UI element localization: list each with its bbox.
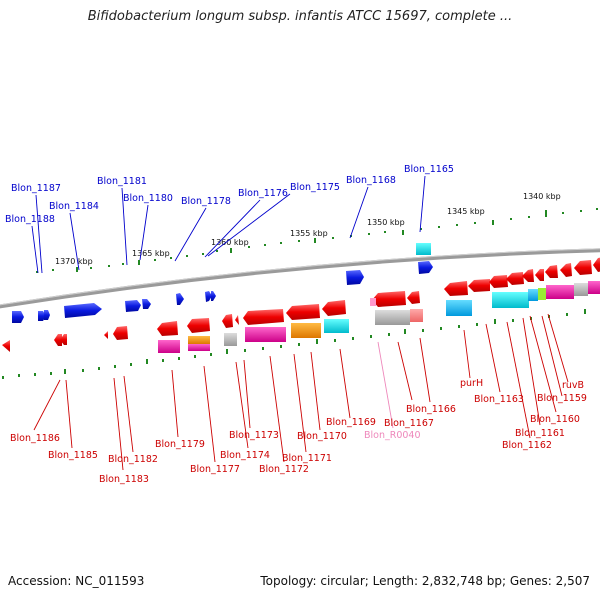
scale-label-1360: 1360 kbp [211,238,249,247]
gene-arrow[interactable] [593,257,600,272]
top-leader-lines [31,175,426,274]
gene-arrow[interactable] [222,314,233,328]
gene-arrow[interactable] [113,326,128,340]
rna-leader-line [377,341,394,429]
scale-label-1345: 1345 kbp [447,207,485,216]
gene-arrow[interactable] [104,331,108,339]
gene-label[interactable]: Blon_1162 [502,440,552,451]
gene-label[interactable]: Blon_1176 [238,188,288,199]
scale-label-1365: 1365 kbp [132,249,170,258]
gene-arrow[interactable] [12,311,24,323]
gene-label[interactable]: Blon_R0040 [364,430,421,441]
gene-arrow[interactable] [574,260,592,275]
gene-label[interactable]: Blon_1166 [406,404,456,415]
gene-label[interactable]: Blon_1169 [326,417,376,428]
gene-arrow[interactable] [44,310,50,320]
gene-arrow[interactable] [142,299,151,309]
gene-arrow[interactable] [560,263,572,277]
bottom-gene-labels: Blon_1186 Blon_1185 Blon_1183 Blon_1182 … [10,378,587,485]
gene-label[interactable]: Blon_1171 [282,453,332,464]
forward-strand-genes[interactable] [12,261,433,323]
gene-label[interactable]: Blon_1173 [229,430,279,441]
gene-arrow[interactable] [444,281,468,296]
gene-arrow[interactable] [243,309,284,325]
gene-arrow[interactable] [286,304,320,320]
scale-label-1340: 1340 kbp [523,192,561,201]
gene-label[interactable]: Blon_1183 [99,474,149,485]
rna-feature[interactable] [416,243,431,255]
gene-label[interactable]: Blon_1185 [48,450,98,461]
gene-arrow[interactable] [205,291,212,302]
gene-label[interactable]: ruvB [562,380,584,391]
upper-scale-dots [36,208,598,273]
gene-label[interactable]: Blon_1184 [49,201,99,212]
gene-arrow[interactable] [64,303,102,318]
gene-arrow[interactable] [489,275,508,288]
bottom-leader-lines [33,313,569,471]
gene-label[interactable]: purH [460,378,483,389]
gene-arrow[interactable] [211,291,216,301]
gene-arrow[interactable] [372,291,406,307]
gene-label[interactable]: Blon_1168 [346,175,396,186]
gene-arrow[interactable] [157,321,178,336]
gene-arrow[interactable] [545,265,558,278]
gene-arrow[interactable] [506,272,524,285]
gene-arrow[interactable] [187,318,210,333]
map-title: Bifidobacterium longum subsp. infantis A… [87,9,513,24]
gene-arrow[interactable] [346,270,364,285]
scale-label-1350: 1350 kbp [367,218,405,227]
gene-arrow[interactable] [235,315,239,325]
gene-arrow[interactable] [2,340,10,352]
reverse-strand-genes[interactable] [2,257,600,352]
gene-label[interactable]: Blon_1178 [181,196,231,207]
gene-arrow[interactable] [125,300,141,312]
gene-label[interactable]: Blon_1161 [515,428,565,439]
gene-label[interactable]: Blon_1172 [259,464,309,475]
gene-label[interactable]: Blon_1180 [123,193,173,204]
gene-arrow[interactable] [322,300,346,316]
gene-arrow[interactable] [522,269,534,282]
lower-scale-dots [2,309,586,379]
gene-label[interactable]: Blon_1167 [384,418,434,429]
gene-label[interactable]: Blon_1177 [190,464,240,475]
gene-arrow[interactable] [60,334,67,345]
gene-label[interactable]: Blon_1182 [108,454,158,465]
gene-label[interactable]: Blon_1187 [11,183,61,194]
gene-label[interactable]: Blon_1163 [474,394,524,405]
category-bars [158,281,600,353]
gene-label[interactable]: Blon_1159 [537,393,587,404]
genome-backbone-highlight [0,248,600,306]
gene-label[interactable]: Blon_1170 [297,431,347,442]
top-gene-labels: Blon_1187 Blon_1188 Blon_1184 Blon_1181 … [5,164,454,225]
gene-label[interactable]: Blon_1186 [10,433,60,444]
gene-label[interactable]: Blon_1160 [530,414,580,425]
gene-arrow[interactable] [407,291,420,304]
gene-label[interactable]: Blon_1165 [404,164,454,175]
gene-arrow[interactable] [468,279,490,292]
gene-label[interactable]: Blon_1188 [5,214,55,225]
gene-arrow[interactable] [54,334,62,346]
gene-label[interactable]: Blon_1179 [155,439,205,450]
scale-label-1370: 1370 kbp [55,257,93,266]
genome-backbone [0,248,600,309]
gene-label[interactable]: Blon_1181 [97,176,147,187]
scale-label-1355: 1355 kbp [290,229,328,238]
genome-summary-text: Topology: circular; Length: 2,832,748 bp… [260,574,590,588]
gene-arrow[interactable] [418,261,433,274]
gene-label[interactable]: Blon_1175 [290,182,340,193]
gene-label[interactable]: Blon_1174 [220,450,270,461]
gene-arrow[interactable] [535,269,544,281]
gene-arrow[interactable] [176,293,184,305]
accession-text: Accession: NC_011593 [8,574,145,588]
